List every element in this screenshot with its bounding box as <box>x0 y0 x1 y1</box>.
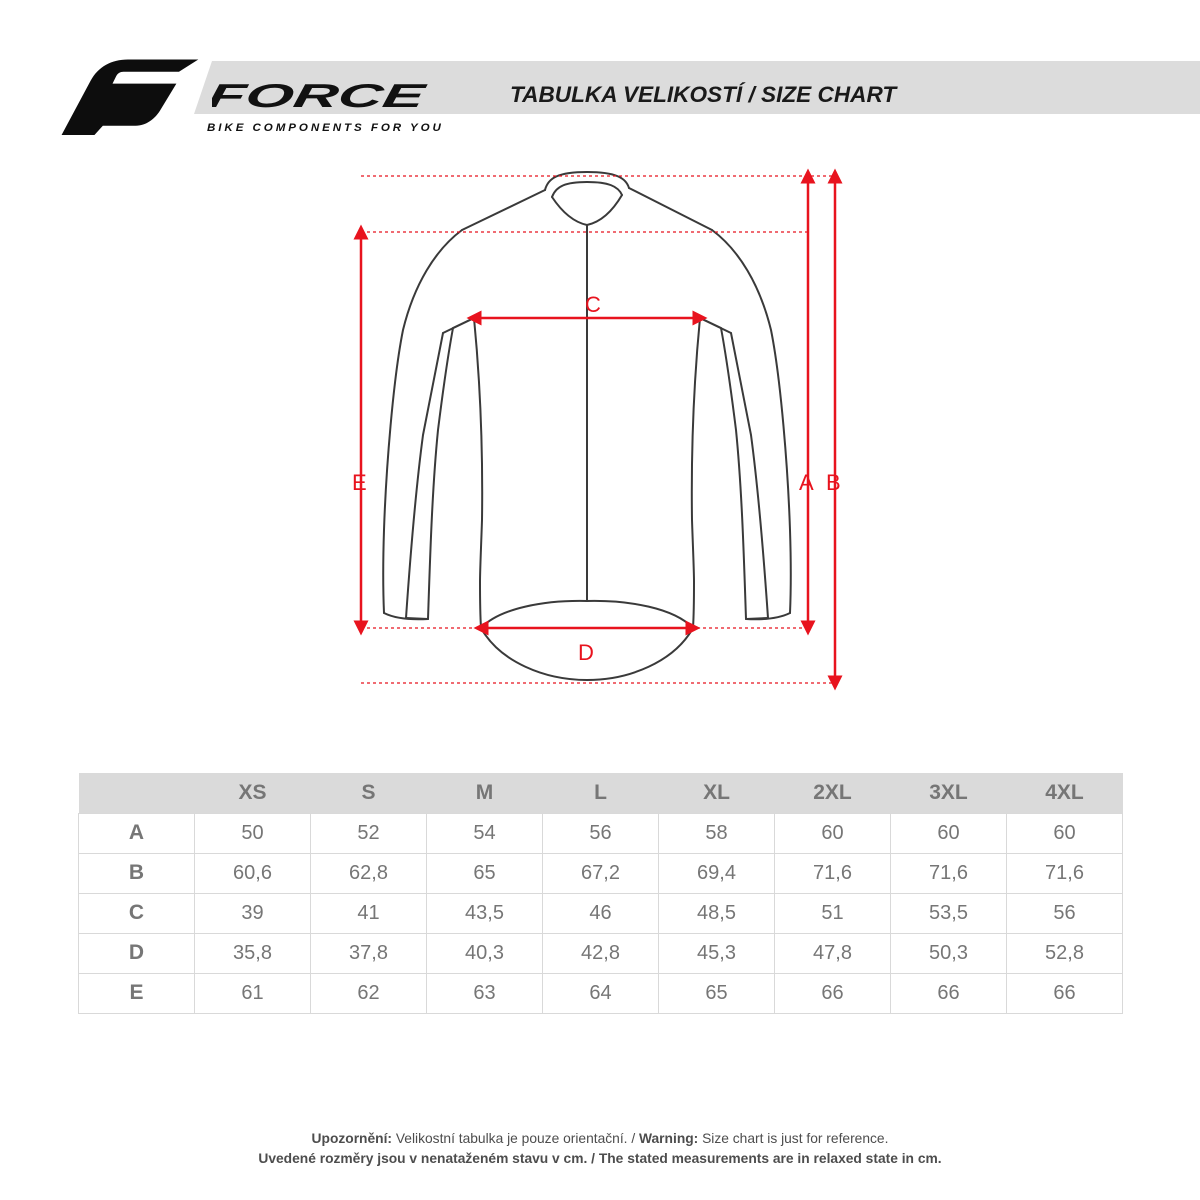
svg-text:C: C <box>585 292 601 317</box>
svg-text:B: B <box>826 470 841 495</box>
svg-text:E: E <box>352 470 367 495</box>
svg-text:D: D <box>578 640 594 665</box>
svg-text:A: A <box>799 470 814 495</box>
